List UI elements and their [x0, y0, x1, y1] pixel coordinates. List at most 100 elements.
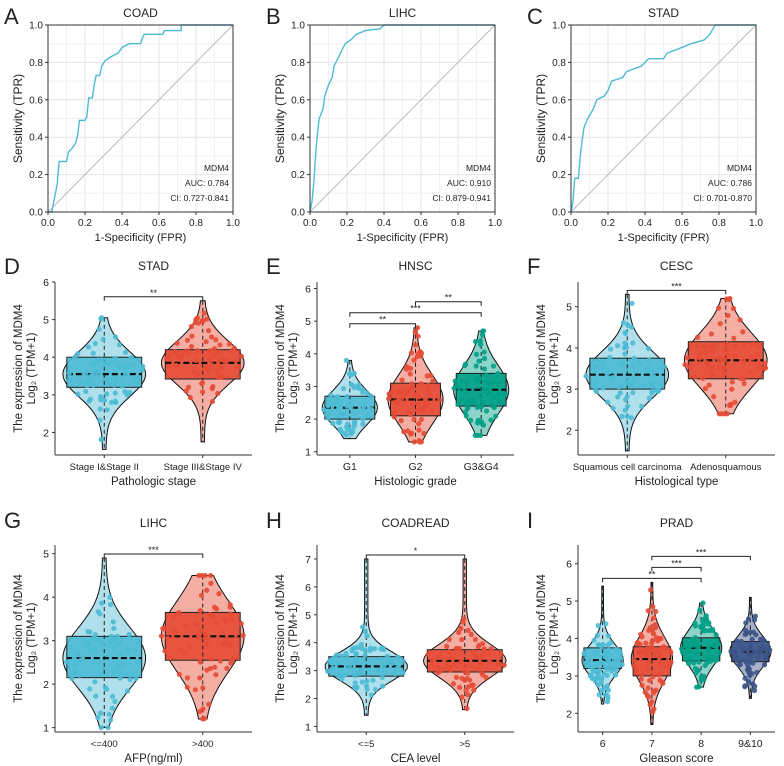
- y-tick-label: 0.2: [29, 170, 43, 181]
- data-point: [701, 343, 707, 349]
- data-point: [746, 666, 752, 672]
- y-tick-label: 2: [566, 708, 572, 720]
- data-point: [651, 615, 657, 621]
- data-point: [465, 627, 471, 634]
- y-tick-label: 0.8: [291, 58, 305, 69]
- data-point: [128, 355, 134, 361]
- y-tick-label: 5: [305, 610, 311, 622]
- data-point: [85, 344, 92, 350]
- data-point: [696, 659, 702, 665]
- data-point: [615, 343, 621, 349]
- data-point: [104, 686, 110, 692]
- data-point: [444, 643, 450, 650]
- data-point: [182, 650, 188, 656]
- data-point: [93, 368, 100, 374]
- data-point: [742, 684, 748, 690]
- data-point: [194, 621, 200, 627]
- x-tick-label: 0.2: [601, 218, 615, 229]
- data-point: [754, 669, 760, 676]
- data-point: [634, 668, 640, 674]
- data-point: [481, 366, 487, 372]
- data-point: [644, 652, 650, 658]
- data-point: [352, 680, 358, 686]
- data-point: [745, 616, 752, 622]
- data-point: [403, 366, 409, 372]
- data-point: [605, 399, 611, 405]
- data-point: [124, 647, 130, 653]
- data-point: [442, 656, 449, 662]
- data-point: [183, 388, 189, 394]
- data-point: [96, 326, 102, 332]
- data-point: [379, 674, 385, 681]
- significance-label: **: [648, 569, 656, 579]
- auc-annotation: CI: 0.727-0.841: [170, 193, 229, 203]
- data-point: [107, 717, 114, 723]
- x-axis-label: 1-Specificity (FPR): [95, 232, 187, 244]
- data-point: [599, 358, 605, 364]
- data-point: [452, 378, 458, 384]
- data-point: [702, 662, 708, 669]
- data-point: [649, 390, 655, 396]
- data-point: [118, 638, 124, 644]
- data-point: [75, 651, 81, 657]
- data-point: [496, 398, 502, 404]
- data-point: [619, 413, 625, 419]
- data-point: [496, 381, 502, 387]
- data-point: [618, 360, 624, 367]
- data-point: [437, 652, 443, 658]
- data-point: [230, 656, 236, 662]
- data-point: [113, 375, 119, 381]
- data-point: [421, 407, 427, 414]
- data-point: [421, 430, 427, 436]
- data-point: [87, 629, 93, 635]
- data-point: [453, 646, 459, 652]
- data-point: [134, 658, 141, 664]
- data-point: [687, 641, 693, 647]
- data-point: [412, 329, 418, 335]
- data-point: [106, 360, 112, 366]
- x-tick-label: Squamous cell carcinoma: [573, 462, 682, 473]
- data-point: [100, 641, 106, 647]
- data-point: [502, 391, 508, 398]
- data-point: [760, 366, 766, 372]
- data-point: [582, 651, 588, 657]
- data-point: [715, 356, 722, 362]
- roc-curve: [570, 24, 756, 213]
- data-point: [725, 352, 731, 358]
- data-point: [583, 373, 589, 379]
- significance-bracket: [651, 566, 702, 572]
- data-point: [217, 342, 223, 348]
- data-point: [732, 399, 738, 405]
- data-point: [415, 401, 421, 407]
- data-point: [619, 661, 625, 668]
- data-point: [172, 613, 178, 619]
- data-point: [592, 379, 599, 385]
- data-point: [450, 681, 457, 687]
- data-point: [468, 631, 474, 638]
- data-point: [605, 660, 611, 666]
- data-point: [501, 662, 507, 668]
- data-point: [416, 439, 423, 445]
- data-point: [697, 355, 703, 361]
- data-point: [350, 428, 356, 435]
- data-point: [114, 633, 120, 639]
- data-point: [687, 648, 693, 654]
- x-axis-label: Gleason score: [639, 753, 713, 765]
- data-point: [184, 675, 191, 681]
- data-point: [711, 394, 717, 400]
- data-point: [111, 644, 117, 650]
- significance-bracket: [349, 312, 482, 317]
- data-point: [359, 645, 365, 652]
- data-point: [112, 334, 119, 340]
- panel-a: A COAD 0.00.0 0.2 0.2 0.4 0.4 0.6 0.6 0.8 0.8 1.0 1.…: [4, 4, 240, 244]
- data-point: [650, 373, 657, 379]
- data-point: [90, 350, 96, 356]
- data-point: [339, 653, 345, 659]
- data-point: [721, 369, 727, 375]
- panel-h: H COADREAD 1 2 3 4 5 6 7 The expression of MDM4 Lo…: [266, 508, 514, 765]
- data-point: [701, 676, 707, 683]
- data-point: [348, 382, 354, 388]
- data-point: [495, 370, 501, 377]
- data-point: [594, 632, 600, 639]
- data-point: [386, 395, 392, 402]
